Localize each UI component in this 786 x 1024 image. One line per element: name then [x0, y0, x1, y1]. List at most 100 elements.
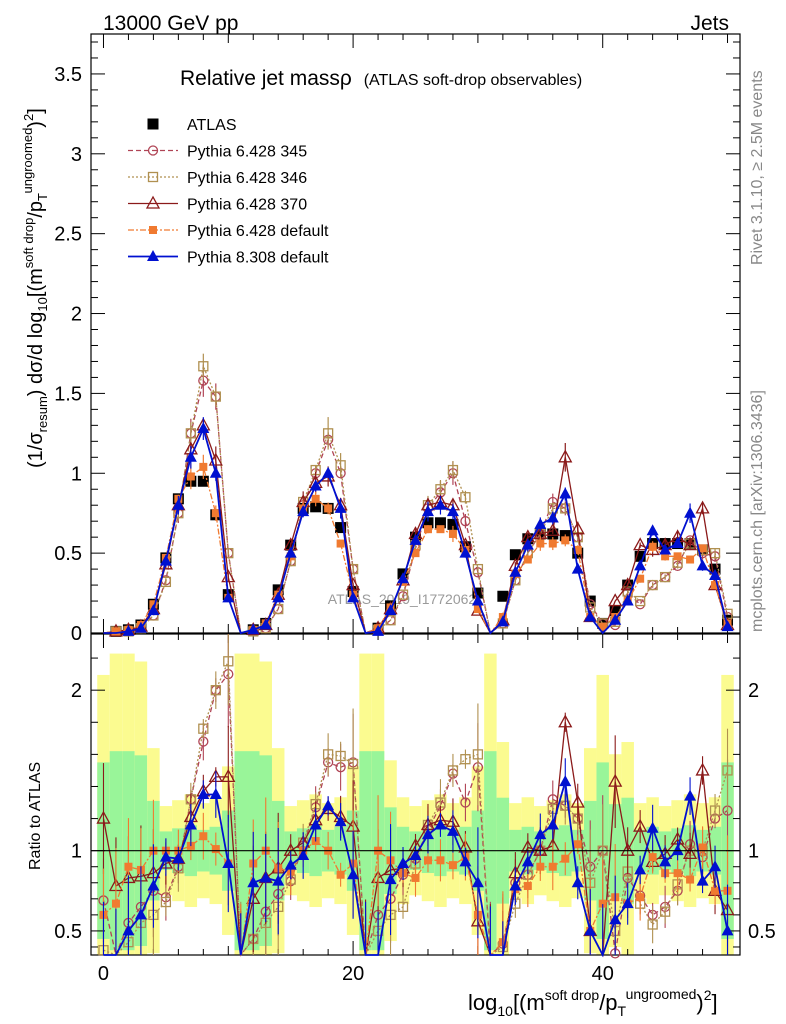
data-point	[149, 226, 157, 234]
data-point	[698, 544, 707, 553]
data-point	[509, 565, 522, 577]
data-point	[682, 846, 698, 860]
data-point	[448, 529, 457, 538]
data-point	[571, 562, 584, 574]
ylabel-end: ]	[25, 108, 47, 114]
data-point	[609, 605, 621, 617]
y-tick-label-ratio-left: 0.5	[54, 921, 82, 943]
data-point	[695, 500, 710, 514]
data-point	[409, 848, 422, 860]
data-point	[659, 855, 672, 867]
data-point	[646, 524, 659, 536]
data-point	[711, 886, 720, 895]
data-point	[159, 554, 172, 566]
data-point	[297, 505, 310, 517]
data-point	[211, 509, 220, 518]
ylabel-slash: /p	[25, 201, 47, 218]
data-point	[548, 539, 557, 548]
data-point	[709, 547, 721, 559]
plot-title-main: Relative jet massρ	[180, 67, 352, 90]
data-point	[434, 517, 446, 529]
data-point	[648, 853, 657, 862]
data-point	[472, 563, 484, 575]
data-point	[184, 450, 197, 462]
tick-labels: 3.5 3 2.5 2 1.5 1 0.5 0 2 2 1 1 0.5 0.5 0 20 40	[54, 64, 776, 985]
data-point	[598, 622, 607, 631]
data-point	[471, 594, 484, 606]
y-tick-label-ratio-right: 1	[748, 841, 759, 863]
data-point	[573, 840, 582, 849]
ratio-panel-frame	[90, 633, 741, 956]
data-point	[684, 789, 697, 801]
data-point	[620, 842, 635, 856]
data-point	[546, 511, 559, 523]
data-point	[347, 868, 360, 880]
data-point	[633, 537, 648, 551]
data-point	[436, 856, 445, 865]
data-point	[172, 852, 185, 864]
data-point	[223, 656, 234, 667]
data-point	[671, 537, 684, 549]
data-point	[435, 484, 446, 495]
ratio-panel-series	[96, 634, 735, 959]
data-point	[96, 810, 111, 824]
data-point	[197, 788, 210, 799]
data-point	[646, 821, 659, 833]
data-point	[620, 577, 635, 591]
data-point	[272, 584, 284, 596]
data-point	[336, 870, 345, 879]
data-point	[673, 552, 682, 561]
data-point	[598, 899, 607, 908]
data-point	[448, 861, 457, 870]
data-point	[521, 538, 534, 550]
data-point	[411, 873, 420, 882]
data-point	[210, 391, 221, 402]
legend-item: Pythia 6.428 345	[128, 144, 307, 161]
data-point	[608, 773, 623, 787]
legend-label: ATLAS	[187, 117, 237, 134]
x-tick-label: 0	[98, 963, 109, 985]
data-point	[311, 494, 320, 503]
data-point	[647, 919, 658, 930]
data-point	[472, 587, 484, 599]
ratio-series-pythia-8-308-default	[102, 758, 734, 958]
legend-item: Pythia 8.308 default	[128, 250, 329, 267]
data-point	[409, 533, 422, 545]
x-tick-label: 20	[342, 963, 364, 985]
data-point	[334, 501, 347, 513]
data-point	[186, 472, 195, 481]
y-tick-label-ratio-left: 1	[71, 841, 82, 863]
data-point	[497, 590, 509, 602]
data-point	[111, 627, 120, 636]
data-point	[534, 517, 547, 529]
data-point	[221, 768, 236, 782]
data-point	[147, 118, 159, 130]
data-point	[545, 522, 560, 536]
data-point	[659, 543, 672, 555]
data-point	[197, 422, 210, 434]
data-point	[397, 572, 410, 584]
data-point	[523, 555, 532, 564]
data-point	[671, 844, 684, 856]
data-point	[197, 475, 209, 487]
ylabel-sup1: soft drop	[21, 218, 36, 269]
data-point	[209, 788, 222, 799]
data-point	[446, 824, 459, 836]
ylabel-sup2: ungroomed	[20, 128, 35, 194]
data-point	[347, 758, 359, 770]
data-point	[523, 881, 532, 890]
data-point	[147, 145, 159, 156]
data-point	[446, 505, 459, 517]
data-point	[571, 876, 584, 888]
xlabel-sup1: soft drop	[545, 987, 600, 1003]
data-point	[709, 568, 722, 580]
data-point	[198, 723, 209, 734]
xlabel-close: )	[696, 990, 703, 1015]
data-point	[124, 862, 133, 871]
data-point	[509, 879, 522, 891]
data-point	[570, 521, 585, 535]
data-point	[460, 492, 471, 503]
ylabel-sub2: 10	[35, 297, 50, 311]
data-point	[145, 195, 161, 209]
